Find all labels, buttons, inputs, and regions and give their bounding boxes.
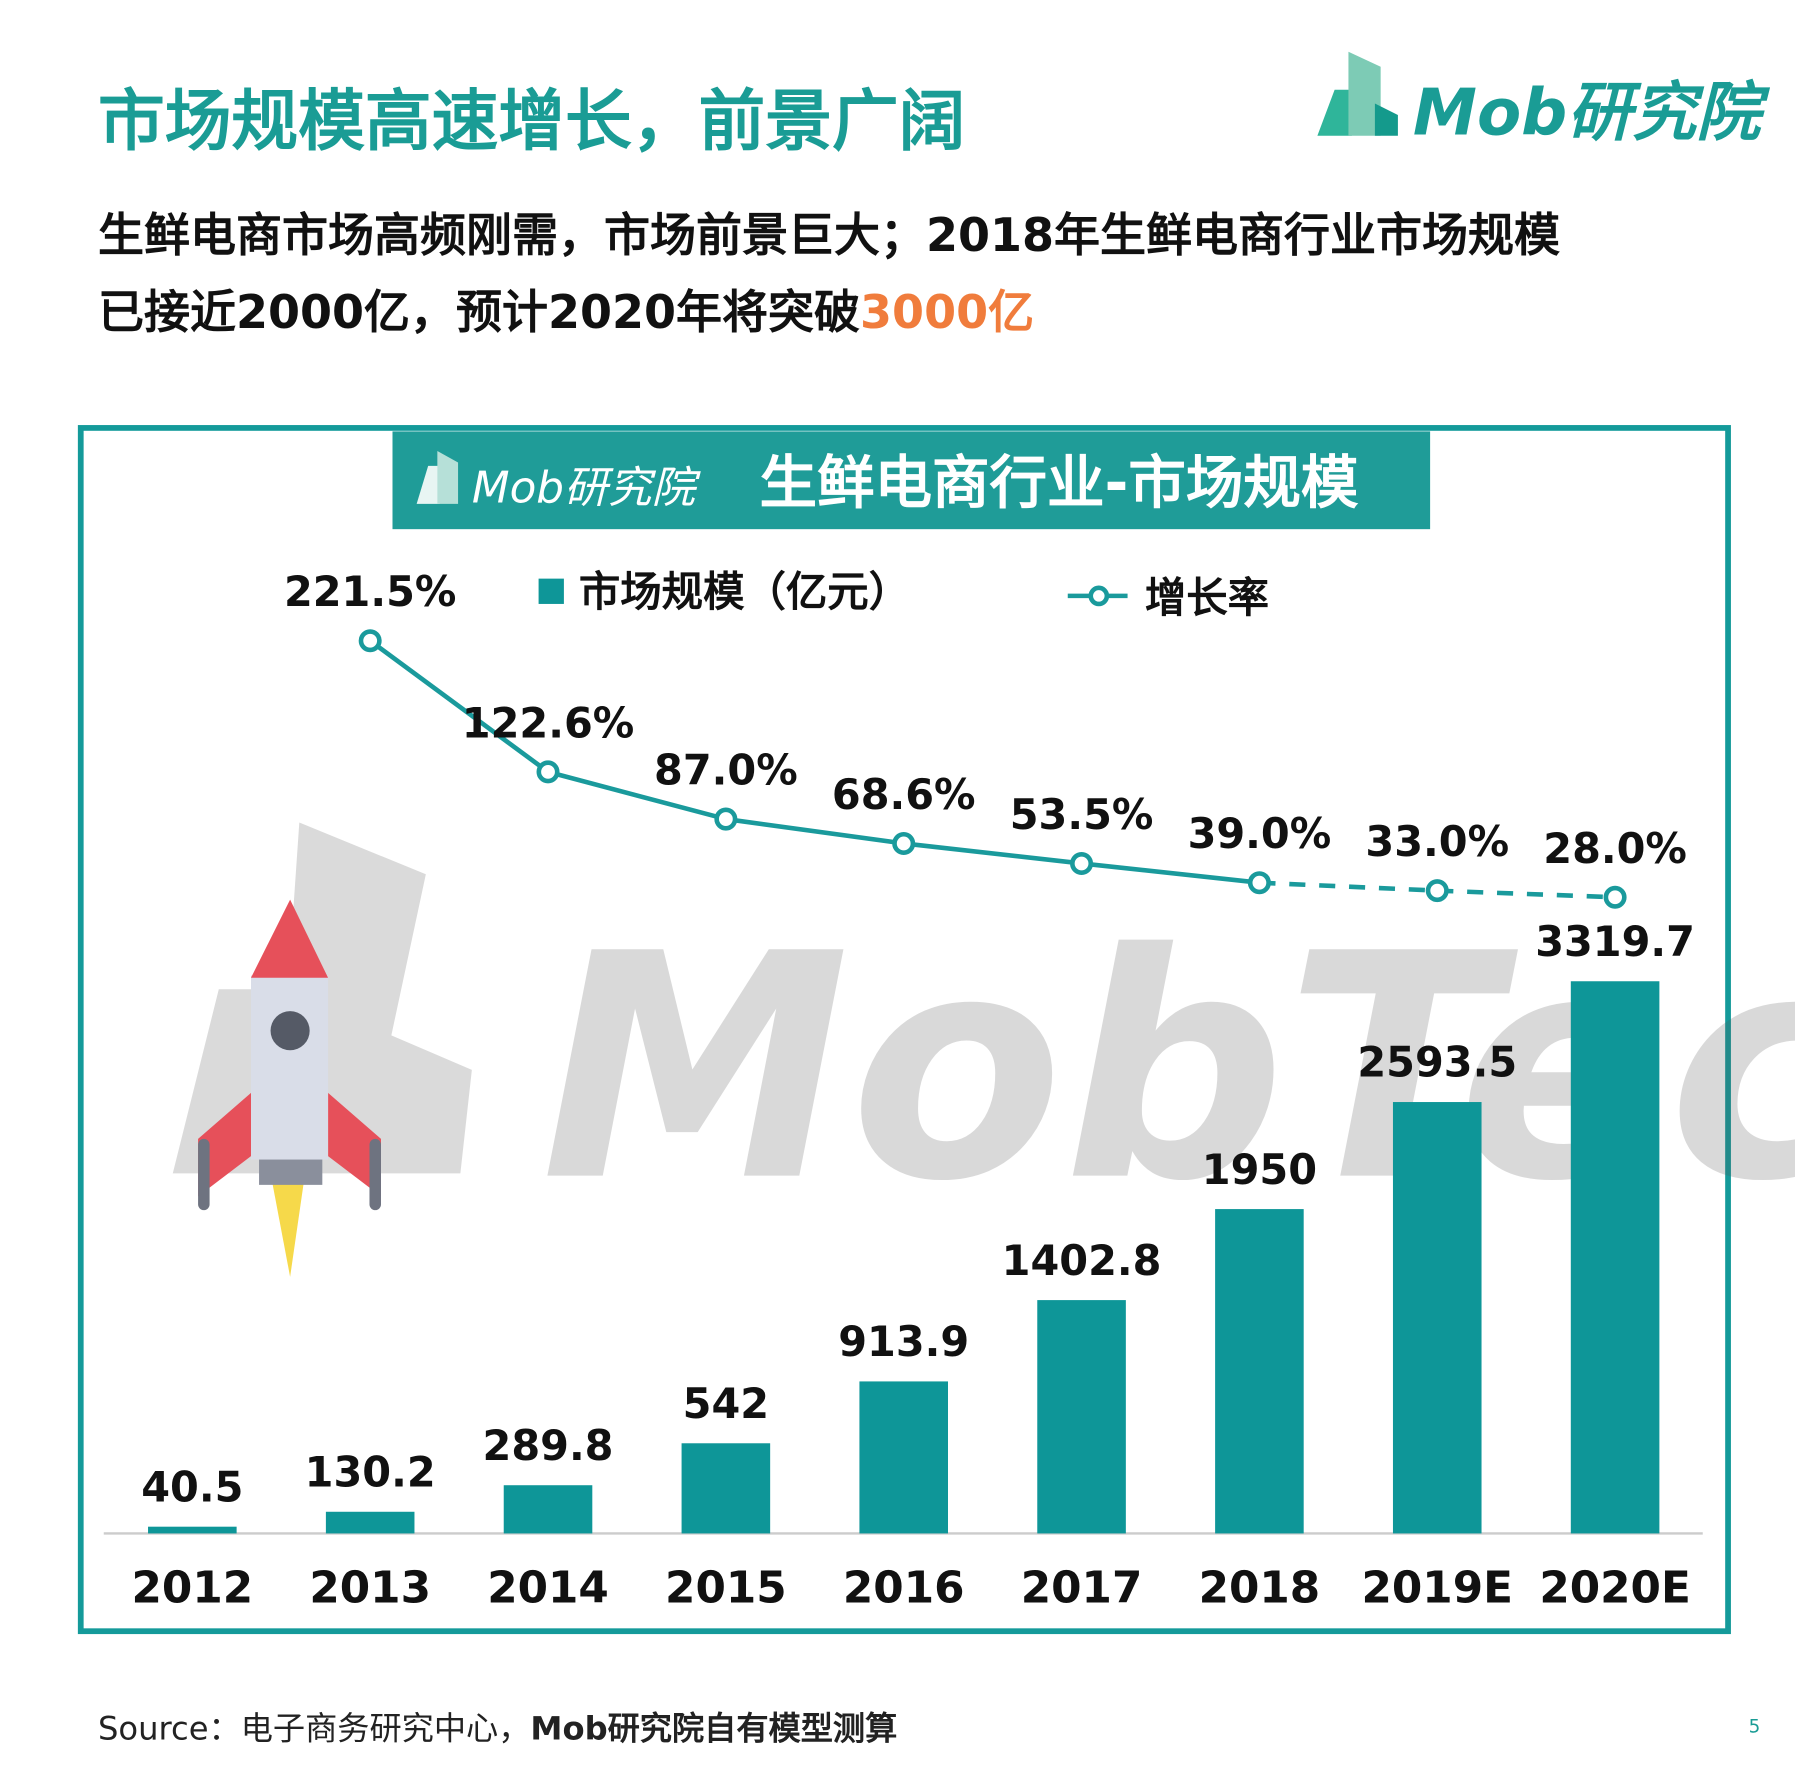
watermark: MobTech (172, 822, 1795, 1250)
bar (1392, 1102, 1482, 1534)
x-tick-label: 2017 (1021, 1562, 1143, 1613)
growth-marker (536, 760, 560, 784)
subtitle: 已接近2000亿，预计2020年将突破3000亿 (98, 285, 1034, 339)
chart-frame (77, 425, 1731, 1635)
bar-label: 1950 (1202, 1146, 1317, 1194)
subtitle-text: 已接近2000亿，预计2020年将突破 (98, 285, 860, 339)
growth-label: 28.0% (1543, 825, 1687, 873)
bar (148, 1526, 237, 1534)
bar (325, 1511, 415, 1534)
rocket-icon (198, 899, 381, 1277)
bar-label: 40.5 (141, 1463, 243, 1511)
x-tick-label: 2020E (1539, 1562, 1691, 1613)
page-title: 市场规模高速增长，前景广阔 (98, 82, 965, 160)
bar (681, 1443, 771, 1534)
header-logo: Mob研究院 (472, 463, 702, 514)
source: Source：电子商务研究中心，Mob研究院自有模型测算 (98, 1709, 897, 1747)
legend-swatch (538, 578, 564, 604)
growth-marker (1603, 885, 1627, 909)
bar (859, 1381, 949, 1534)
bar-label: 3319.7 (1535, 918, 1695, 966)
growth-marker (1425, 879, 1449, 903)
growth-label: 68.6% (832, 771, 976, 819)
bar (1215, 1209, 1304, 1534)
source-text: Source：电子商务研究中心， (98, 1709, 530, 1747)
growth-marker (1247, 871, 1271, 895)
chart-title: 生鲜电商行业-市场规模 (759, 450, 1358, 517)
growth-label: 53.5% (1010, 791, 1154, 839)
page-number: 5 (1749, 1716, 1761, 1737)
x-tick-label: 2015 (665, 1562, 787, 1613)
x-tick-label: 2012 (132, 1562, 254, 1613)
x-tick-label: 2014 (487, 1562, 609, 1613)
growth-label: 122.6% (462, 699, 634, 747)
bar-label: 1402.8 (1002, 1237, 1162, 1285)
bar (503, 1485, 593, 1534)
bar-label: 130.2 (305, 1448, 436, 1496)
x-tick-label: 2019E (1361, 1562, 1513, 1613)
source-bold: Mob研究院自有模型测算 (530, 1709, 897, 1747)
subtitle-highlight: 3000亿 (860, 285, 1034, 339)
legend-marker (1088, 585, 1110, 607)
growth-line-segment (547, 769, 727, 822)
bar (1570, 981, 1660, 1534)
bar-label: 913.9 (838, 1318, 969, 1366)
bar-label: 2593.5 (1357, 1039, 1517, 1087)
growth-line-segment (1081, 861, 1260, 885)
bar (1037, 1300, 1126, 1534)
growth-label: 87.0% (654, 747, 798, 795)
subtitle: 生鲜电商市场高频刚需，市场前景巨大；2018年生鲜电商行业市场规模 (98, 208, 1560, 262)
x-tick-label: 2013 (309, 1562, 431, 1613)
legend-label: 增长率 (1145, 574, 1269, 622)
growth-marker (892, 831, 916, 855)
growth-label: 39.0% (1188, 810, 1332, 858)
chart-header (392, 431, 1431, 530)
growth-line-segment (903, 841, 1082, 866)
growth-marker (358, 629, 382, 653)
growth-label: 221.5% (284, 568, 456, 616)
growth-line-segment (725, 816, 905, 846)
logo: Mob研究院 (1317, 51, 1770, 151)
legend-label: 市场规模（亿元） (579, 568, 910, 616)
logo-text: Mob研究院 (1413, 76, 1770, 151)
growth-label: 33.0% (1365, 818, 1509, 866)
bar-label: 542 (683, 1380, 769, 1428)
growth-marker (1070, 851, 1094, 875)
header-logo-icon (416, 465, 440, 504)
header-logo-icon (437, 450, 459, 504)
x-tick-label: 2018 (1199, 1562, 1321, 1613)
x-tick-label: 2016 (843, 1562, 965, 1613)
bar-label: 289.8 (483, 1422, 614, 1470)
growth-line-segment (368, 638, 550, 774)
growth-marker (714, 807, 738, 831)
